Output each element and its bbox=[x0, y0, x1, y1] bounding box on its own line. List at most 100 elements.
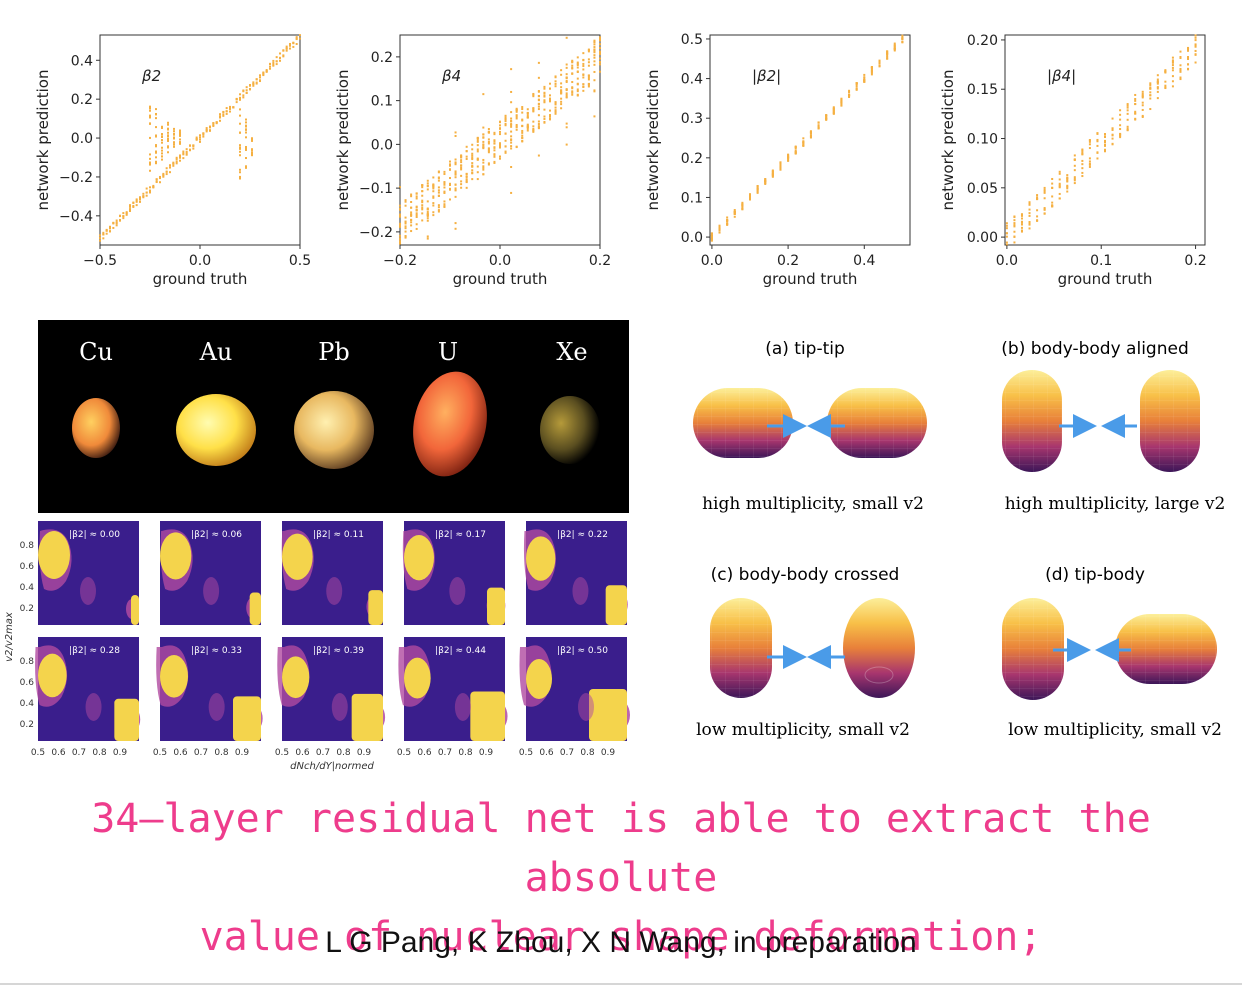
data-point bbox=[499, 144, 501, 147]
data-point bbox=[1149, 82, 1152, 85]
data-point bbox=[255, 78, 258, 81]
data-point bbox=[432, 190, 435, 193]
data-point bbox=[1066, 187, 1069, 190]
data-point bbox=[1013, 224, 1016, 227]
data-point bbox=[1028, 201, 1031, 204]
data-point bbox=[1051, 177, 1054, 180]
data-point bbox=[817, 124, 820, 127]
data-point bbox=[1066, 190, 1069, 193]
data-point bbox=[135, 204, 138, 207]
data-point bbox=[1043, 191, 1046, 194]
data-point bbox=[870, 67, 873, 70]
heatmap-y-tick: 0.4 bbox=[20, 583, 35, 593]
data-point bbox=[741, 208, 744, 211]
data-point bbox=[1028, 222, 1031, 225]
data-point bbox=[560, 86, 563, 89]
data-point bbox=[1058, 182, 1061, 185]
heatmap-x-tick: 0.7 bbox=[316, 748, 330, 758]
data-point bbox=[599, 70, 601, 73]
heatmap-y-tick: 0.8 bbox=[20, 541, 35, 551]
data-point bbox=[817, 121, 820, 124]
data-point bbox=[239, 96, 241, 99]
data-point bbox=[560, 73, 563, 76]
x-axis-label: ground truth bbox=[1058, 270, 1153, 288]
x-tick-label: 0.0 bbox=[996, 253, 1018, 269]
data-point bbox=[209, 126, 211, 129]
data-point bbox=[499, 133, 501, 136]
data-point bbox=[1036, 194, 1039, 197]
data-point bbox=[779, 168, 782, 171]
scatter-plot-beta2: −0.5 0.0 0.5 −0.4 −0.2 0.0 0.2 0.4 ground truth n… bbox=[34, 34, 311, 288]
data-point bbox=[510, 119, 513, 122]
data-point bbox=[155, 160, 157, 163]
data-point bbox=[482, 93, 485, 96]
nucleus-label-pb: Pb bbox=[318, 338, 350, 366]
data-point bbox=[437, 189, 440, 192]
data-point bbox=[426, 200, 429, 203]
data-point bbox=[1194, 45, 1197, 48]
data-point bbox=[565, 94, 568, 97]
data-point bbox=[109, 230, 111, 233]
data-point bbox=[832, 112, 835, 115]
data-point bbox=[421, 204, 424, 207]
heatmap-panel: |β2| ≈ 0.00 bbox=[38, 521, 139, 625]
plot-title: β2 bbox=[141, 67, 161, 85]
data-point bbox=[399, 224, 401, 227]
data-point bbox=[565, 63, 568, 66]
data-point bbox=[487, 142, 490, 145]
data-point bbox=[565, 79, 568, 82]
data-point bbox=[415, 206, 418, 209]
data-point bbox=[794, 147, 797, 150]
data-point bbox=[1187, 49, 1190, 52]
data-point bbox=[179, 138, 181, 141]
data-point bbox=[1051, 205, 1054, 208]
data-point bbox=[560, 90, 563, 93]
data-point bbox=[487, 149, 490, 152]
data-point bbox=[245, 91, 248, 94]
data-point bbox=[1171, 64, 1174, 67]
data-point bbox=[1088, 139, 1091, 142]
data-point bbox=[560, 103, 563, 106]
data-point bbox=[576, 82, 579, 85]
data-point bbox=[840, 97, 843, 100]
data-point bbox=[399, 234, 401, 237]
data-point bbox=[225, 110, 228, 113]
data-point bbox=[165, 170, 168, 173]
y-tick-label: 0.2 bbox=[681, 151, 703, 167]
data-point bbox=[205, 127, 208, 130]
heatmap-panel: |β2| ≈ 0.50 bbox=[519, 637, 630, 741]
data-point bbox=[532, 93, 535, 96]
data-point bbox=[476, 139, 479, 142]
data-point bbox=[504, 120, 507, 123]
scatter-plot-abs-beta2: 0.0 0.2 0.4 0.0 0.1 0.2 0.3 0.4 0.5 ground truth n… bbox=[644, 32, 911, 288]
data-point bbox=[554, 101, 557, 104]
data-point bbox=[771, 173, 774, 176]
data-point bbox=[565, 81, 568, 84]
data-point bbox=[1081, 151, 1084, 154]
data-point bbox=[1156, 97, 1159, 100]
data-point bbox=[460, 156, 463, 159]
data-point bbox=[764, 181, 767, 184]
data-point bbox=[1066, 179, 1069, 182]
data-point bbox=[212, 124, 215, 127]
y-tick-label: 0.10 bbox=[967, 132, 998, 148]
data-point bbox=[410, 193, 413, 196]
data-point bbox=[145, 187, 148, 190]
data-point bbox=[421, 199, 424, 202]
data-point bbox=[1088, 165, 1091, 168]
data-point bbox=[149, 169, 151, 172]
collision-title-b: (b) body-body aligned bbox=[1001, 339, 1188, 359]
heatmap-blob bbox=[282, 533, 313, 580]
data-point bbox=[499, 124, 501, 127]
data-point bbox=[449, 168, 451, 171]
data-point bbox=[245, 148, 247, 151]
data-point bbox=[499, 127, 501, 130]
data-point bbox=[1088, 157, 1091, 160]
data-point bbox=[504, 122, 507, 125]
data-point bbox=[454, 183, 457, 186]
data-point bbox=[179, 131, 181, 134]
data-point bbox=[863, 80, 866, 83]
data-point bbox=[125, 211, 128, 214]
data-point bbox=[526, 127, 529, 130]
data-point bbox=[832, 109, 835, 112]
